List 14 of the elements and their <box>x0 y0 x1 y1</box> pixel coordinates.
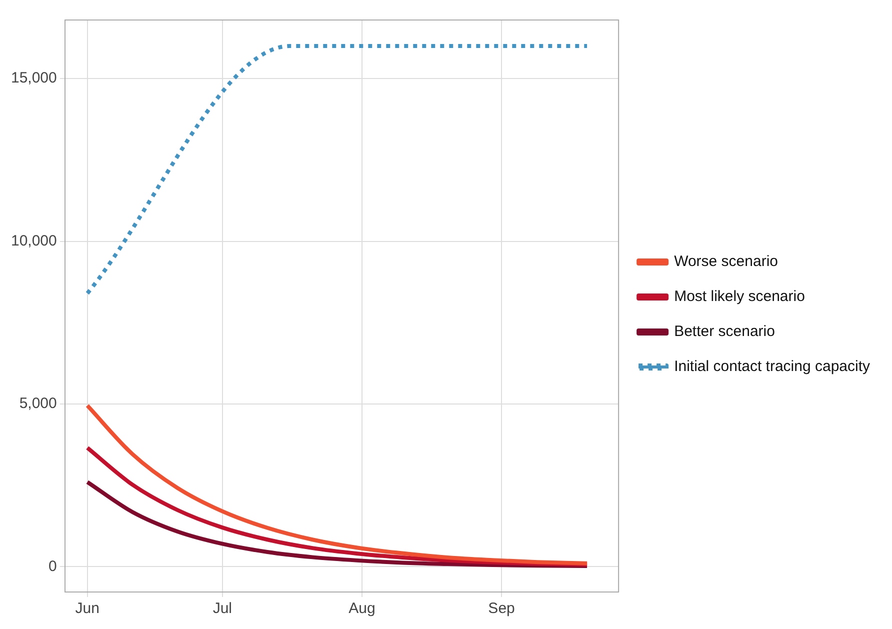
y-tick-label: 0 <box>48 558 57 575</box>
line-series <box>85 480 590 568</box>
line-series <box>85 404 590 566</box>
y-tick-label: 15,000 <box>10 70 57 87</box>
y-tick-label: 10,000 <box>10 232 57 250</box>
x-tick-label: Aug <box>348 600 376 618</box>
legend-label: Better scenario <box>674 323 775 340</box>
legend-label: Worse scenario <box>674 253 778 270</box>
legend-label: Most likely scenario <box>674 288 805 306</box>
x-tick-label: Jun <box>75 600 100 618</box>
x-tick-label: Jul <box>212 600 232 618</box>
y-tick-label: 5,000 <box>19 395 57 412</box>
x-tick-label: Sep <box>488 600 515 618</box>
legend-label: Initial contact tracing capacity <box>674 358 870 376</box>
